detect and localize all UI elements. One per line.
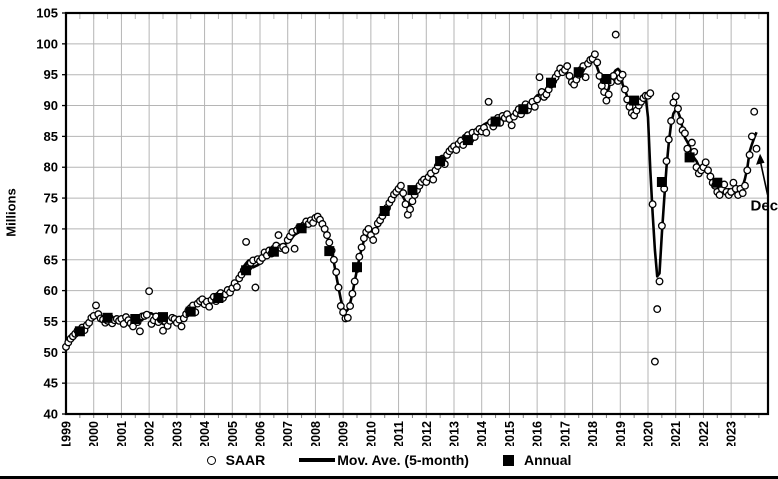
chart-legend: SAAR Mov. Ave. (5-month) Annual: [0, 447, 778, 473]
svg-text:95: 95: [44, 67, 58, 82]
svg-text:2021: 2021: [669, 421, 683, 446]
svg-text:2012: 2012: [420, 421, 434, 446]
svg-text:2007: 2007: [281, 421, 295, 446]
figure-bottom-border: [0, 476, 778, 479]
plot-border: [64, 11, 770, 416]
legend-item-moving-average: Mov. Ave. (5-month): [299, 452, 469, 468]
gridlines: [66, 13, 768, 414]
svg-text:50: 50: [44, 345, 58, 360]
svg-text:2000: 2000: [87, 421, 101, 446]
svg-text:2013: 2013: [447, 421, 461, 446]
svg-text:65: 65: [44, 252, 58, 267]
svg-text:1999: 1999: [60, 421, 74, 446]
svg-text:2006: 2006: [253, 421, 267, 446]
svg-text:2015: 2015: [503, 421, 517, 446]
svg-text:2008: 2008: [309, 421, 323, 446]
svg-text:105: 105: [36, 6, 58, 21]
svg-text:90: 90: [44, 98, 58, 113]
y-axis-title: Millions: [3, 188, 19, 237]
svg-text:2003: 2003: [170, 421, 184, 446]
time-series-chart: 40 45 50 55 60 65 70 75 80 85 90 95 100 105 1999 2000 20…: [36, 6, 778, 447]
svg-text:2017: 2017: [558, 421, 572, 446]
svg-text:80: 80: [44, 160, 58, 175]
svg-text:70: 70: [44, 221, 58, 236]
svg-text:Dec: Dec: [751, 198, 778, 215]
svg-text:2001: 2001: [115, 421, 129, 446]
svg-text:2019: 2019: [614, 421, 628, 446]
svg-text:60: 60: [44, 283, 58, 298]
svg-text:2014: 2014: [475, 421, 489, 446]
svg-text:2018: 2018: [586, 421, 600, 446]
legend-label-annual: Annual: [523, 452, 572, 468]
svg-text:2002: 2002: [143, 421, 157, 446]
legend-label-moving-average: Mov. Ave. (5-month): [337, 452, 469, 468]
svg-text:2011: 2011: [392, 421, 406, 446]
svg-text:100: 100: [36, 36, 58, 51]
filled-square-icon: [502, 454, 514, 466]
legend-item-annual: Annual: [502, 452, 572, 468]
x-axis-labels: 1999 2000 2001 2002 2003 2004 2005 2006 2007 2008…: [60, 421, 739, 446]
svg-text:2022: 2022: [697, 421, 711, 446]
y-axis-labels: 40 45 50 55 60 65 70 75 80 85 90 95 100 105: [36, 6, 58, 422]
svg-text:2023: 2023: [725, 421, 739, 446]
svg-text:55: 55: [44, 314, 58, 329]
svg-text:2004: 2004: [198, 421, 212, 446]
svg-text:75: 75: [44, 191, 58, 206]
svg-text:2009: 2009: [337, 421, 351, 446]
legend-label-saar: SAAR: [225, 452, 266, 468]
line-segment-icon: [299, 458, 336, 462]
svg-text:2005: 2005: [226, 421, 240, 446]
svg-text:2016: 2016: [531, 421, 545, 446]
svg-text:40: 40: [44, 407, 58, 422]
svg-text:2010: 2010: [364, 421, 378, 446]
dec-annotation: Dec: [751, 153, 778, 215]
legend-item-saar: SAAR: [206, 452, 266, 468]
annual-squares: [74, 67, 723, 337]
svg-text:2020: 2020: [641, 421, 655, 446]
svg-text:45: 45: [44, 376, 58, 391]
svg-text:85: 85: [44, 129, 58, 144]
open-circle-icon: [206, 455, 216, 465]
